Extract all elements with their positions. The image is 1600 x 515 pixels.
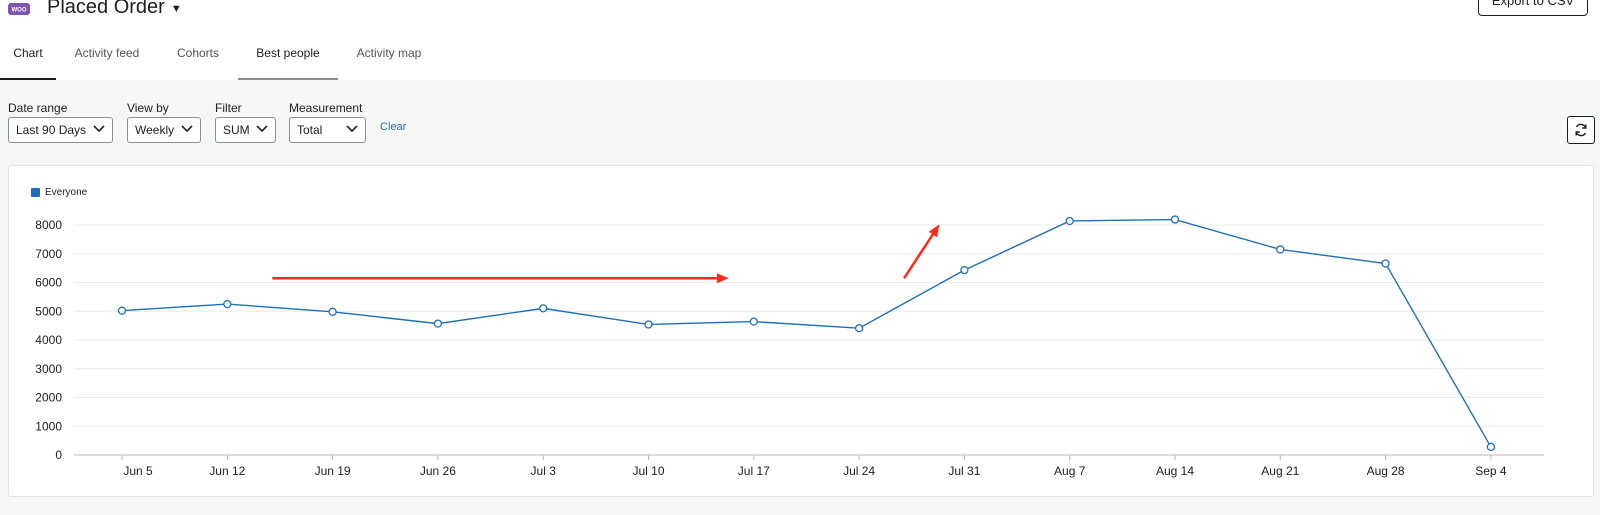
filter-label: Filter: [215, 101, 242, 115]
tab-bar: Chart Activity feed Cohorts Best people …: [0, 40, 440, 80]
data-point: [749, 317, 758, 326]
chevron-down-icon: [256, 125, 268, 133]
tab-best-people[interactable]: Best people: [238, 40, 338, 80]
x-tick-label: Jun 5: [123, 464, 153, 478]
y-tick-label: 5000: [35, 304, 62, 318]
x-tick-label: Jul 10: [632, 464, 664, 478]
caret-down-icon: ▼: [170, 2, 182, 15]
date-range-select[interactable]: Last 90 Days: [8, 117, 113, 143]
x-tick-label: Sep 4: [1475, 464, 1507, 478]
report-content: Date range Last 90 Days View by Weekly F…: [0, 80, 1600, 515]
data-point: [1381, 259, 1390, 268]
tab-cohorts[interactable]: Cohorts: [176, 46, 220, 60]
data-point: [644, 320, 653, 329]
view-by-select[interactable]: Weekly: [127, 117, 201, 143]
clear-filters-link[interactable]: Clear: [380, 121, 407, 133]
refresh-button[interactable]: [1567, 116, 1595, 144]
series-line: [121, 218, 1492, 448]
annotation-arrow-head: [716, 273, 729, 284]
y-tick-label: 6000: [35, 276, 62, 290]
x-tick-label: Aug 14: [1156, 464, 1194, 478]
annotation-arrow-line: [903, 233, 934, 279]
report-title-dropdown[interactable]: Placed Order ▼: [47, 0, 182, 19]
measurement-label: Measurement: [289, 101, 363, 115]
line-chart: 0 1000 2000 3000 4000 5000 6000 7000 8000 Jun 5 Ju…: [35, 215, 1544, 478]
y-tick-label: 8000: [35, 218, 62, 232]
y-tick-label: 0: [55, 448, 62, 462]
x-tick-label: Aug 7: [1054, 464, 1086, 478]
y-tick-label: 2000: [35, 391, 62, 405]
page-title: Placed Order: [47, 0, 165, 18]
data-point: [1065, 216, 1074, 226]
refresh-icon: [1575, 123, 1587, 137]
legend-swatch: [31, 188, 40, 197]
filter-value: SUM: [223, 123, 250, 137]
filter-select[interactable]: SUM: [215, 117, 276, 143]
y-tick-label: 1000: [35, 419, 62, 433]
x-tick-label: Jun 26: [420, 464, 456, 478]
data-point: [1276, 245, 1285, 254]
x-tick-label: Jun 12: [209, 464, 245, 478]
data-point: [223, 299, 232, 309]
legend-item[interactable]: Everyone: [31, 187, 87, 198]
x-tick-label: Jul 24: [843, 464, 875, 478]
data-point: [1170, 215, 1180, 224]
y-tick-label: 4000: [35, 333, 62, 347]
data-point: [117, 306, 127, 315]
data-point: [960, 265, 969, 275]
y-tick-label: 7000: [35, 247, 62, 261]
measurement-value: Total: [297, 123, 323, 137]
legend-label: Everyone: [45, 187, 88, 198]
y-tick-label: 3000: [35, 362, 62, 376]
chevron-down-icon: [346, 125, 358, 133]
tab-activity-feed[interactable]: Activity feed: [74, 46, 140, 60]
x-tick-label: Jul 3: [531, 464, 557, 478]
data-point: [539, 304, 548, 313]
data-point: [1486, 442, 1496, 452]
view-by-label: View by: [127, 101, 169, 115]
x-tick-label: Jul 17: [738, 464, 770, 478]
date-range-value: Last 90 Days: [16, 123, 87, 137]
measurement-select[interactable]: Total: [289, 117, 366, 143]
page-header: WOO Placed Order ▼ Export to CSV Chart A…: [0, 0, 1600, 80]
chevron-down-icon: [93, 125, 105, 133]
logo-text: WOO: [12, 8, 27, 14]
date-range-label: Date range: [8, 101, 68, 115]
x-tick-label: Jul 31: [948, 464, 980, 478]
data-point: [328, 307, 337, 316]
data-point: [854, 324, 864, 333]
x-tick-label: Aug 28: [1367, 464, 1405, 478]
view-by-value: Weekly: [135, 123, 175, 137]
data-point: [433, 319, 443, 328]
woo-logo-icon: WOO: [8, 3, 30, 15]
annotation-arrow-head: [928, 224, 940, 238]
x-tick-label: Jun 19: [315, 464, 351, 478]
chart-panel: Everyone 0 1000 2000 3000 4000 5000 6000 7000 80…: [8, 165, 1594, 497]
chevron-down-icon: [181, 125, 193, 133]
export-csv-button[interactable]: Export to CSV: [1478, 0, 1588, 16]
x-tick-label: Aug 21: [1261, 464, 1299, 478]
tab-chart[interactable]: Chart: [0, 40, 56, 80]
tab-activity-map[interactable]: Activity map: [356, 46, 422, 60]
